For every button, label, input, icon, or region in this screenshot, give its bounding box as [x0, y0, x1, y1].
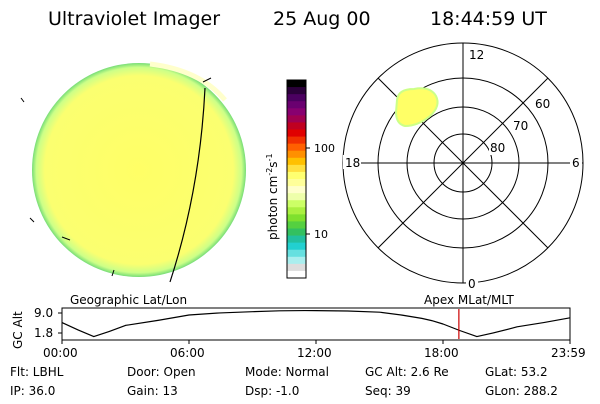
orbit-xticks: 00:00 06:00 12:00 18:00 23:59: [43, 340, 586, 360]
colorbar-stripe: [287, 87, 306, 95]
colorbar-stripe: [287, 94, 306, 102]
colorbar-stripe: [287, 228, 306, 237]
polar-labels: 12 18 6 0 60 70 80: [343, 48, 582, 291]
colorbar-unit-exp2: -1: [265, 153, 274, 161]
apex-label: Apex MLat/MLT: [424, 293, 514, 307]
colorbar-unit-label: photon cm-2s-1: [265, 153, 280, 240]
colorbar: 100 10 photon cm-2s-1: [265, 79, 335, 279]
colorbar-stripe: [287, 214, 306, 223]
colorbar-stripe: [287, 242, 306, 251]
info-gain: Gain: 13: [127, 384, 178, 398]
earth-image: [20, 61, 246, 283]
colorbar-stripe: [287, 171, 306, 180]
colorbar-stripe: [287, 136, 306, 145]
orbit-ylabel-gc: GC: [11, 331, 25, 349]
colorbar-unit-main: photon cm: [266, 176, 280, 240]
colorbar-stripe: [287, 235, 306, 244]
info-flt: Flt: LBHL: [10, 365, 64, 379]
geographic-label: Geographic Lat/Lon: [70, 293, 187, 307]
colorbar-stripe: [287, 129, 306, 138]
orbit-altitude-curve: [61, 309, 571, 338]
orbit-ylabel-alt: Alt: [11, 311, 25, 328]
orbit-plot: GC Alt 9.0 1.8 00:00 06:00 12:00 18:00 23:59: [11, 306, 586, 360]
polar-lat-60: 60: [535, 97, 550, 111]
colorbar-stripe: [287, 101, 306, 109]
colorbar-stripe: [287, 122, 306, 131]
polar-plot: [342, 42, 584, 284]
colorbar-stripe: [287, 115, 306, 124]
colorbar-frame: [286, 79, 307, 279]
info-mode: Mode: Normal: [245, 365, 329, 379]
orbit-ytick-min: 1.8: [34, 326, 53, 340]
info-panel: Flt: LBHL Door: Open Mode: Normal GC Alt…: [10, 365, 558, 398]
info-door: Door: Open: [127, 365, 196, 379]
orbit-xtick-label: 12:00: [297, 346, 332, 360]
polar-lat-70: 70: [513, 119, 528, 133]
colorbar-stripe: [287, 221, 306, 230]
polar-hour-18: 18: [345, 156, 360, 170]
aurora-patch: [394, 87, 439, 128]
earth-disk: [32, 63, 246, 277]
colorbar-stripe: [287, 164, 306, 173]
colorbar-stripe: [287, 186, 306, 194]
colorbar-stripe: [287, 263, 306, 272]
colorbar-stripe: [287, 108, 306, 116]
orbit-xtick-label: 18:00: [424, 346, 459, 360]
orbit-ylabel: GC Alt: [11, 311, 25, 349]
time-label: 18:44:59 UT: [430, 8, 547, 30]
colorbar-stripe: [287, 193, 306, 201]
info-dsp: Dsp: -1.0: [245, 384, 299, 398]
colorbar-tick-label-100: 100: [314, 142, 335, 155]
colorbar-stripe: [287, 80, 306, 88]
colorbar-stripe: [287, 143, 306, 152]
orbit-xtick-label: 06:00: [170, 346, 205, 360]
info-gc-alt: GC Alt: 2.6 Re: [365, 365, 449, 379]
colorbar-unit-exp1: -2: [265, 168, 274, 176]
instrument-title: Ultraviolet Imager: [48, 8, 220, 30]
colorbar-stripe: [287, 157, 306, 166]
coast-ticks: [20, 77, 212, 277]
orbit-xtick-label: 00:00: [43, 346, 78, 360]
info-glat: GLat: 53.2: [485, 365, 548, 379]
colorbar-stripe: [287, 270, 306, 279]
colorbar-stripe: [287, 179, 306, 187]
colorbar-stripe: [287, 200, 306, 208]
info-seq: Seq: 39: [365, 384, 411, 398]
colorbar-stripe: [287, 256, 306, 265]
terminator-line: [169, 87, 206, 283]
polar-hour-0: 0: [468, 277, 476, 291]
colorbar-stripe: [287, 249, 306, 258]
polar-hour-12: 12: [469, 48, 484, 62]
colorbar-stripe: [287, 150, 306, 159]
polar-hour-6: 6: [572, 156, 580, 170]
colorbar-gradient: [287, 80, 306, 279]
colorbar-unit-s: s: [266, 161, 280, 167]
polar-meridian-diag-2: [377, 77, 549, 249]
info-glon: GLon: 288.2: [485, 384, 558, 398]
earth-limb-bright: [149, 61, 227, 102]
info-ip: IP: 36.0: [10, 384, 55, 398]
orbit-xtick-label: 23:59: [551, 346, 586, 360]
colorbar-stripe: [287, 207, 306, 215]
colorbar-tick-label-10: 10: [314, 228, 328, 241]
polar-lat-80: 80: [490, 141, 505, 155]
date-label: 25 Aug 00: [273, 8, 371, 30]
orbit-ytick-max: 9.0: [34, 306, 53, 320]
